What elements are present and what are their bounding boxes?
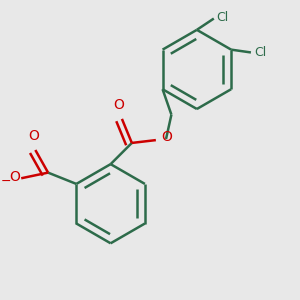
Text: Cl: Cl <box>217 11 229 24</box>
Text: O: O <box>28 129 39 143</box>
Text: O: O <box>161 130 172 144</box>
Text: Cl: Cl <box>254 46 266 59</box>
Text: −: − <box>0 175 11 188</box>
Text: O: O <box>114 98 124 112</box>
Text: O: O <box>10 170 20 184</box>
